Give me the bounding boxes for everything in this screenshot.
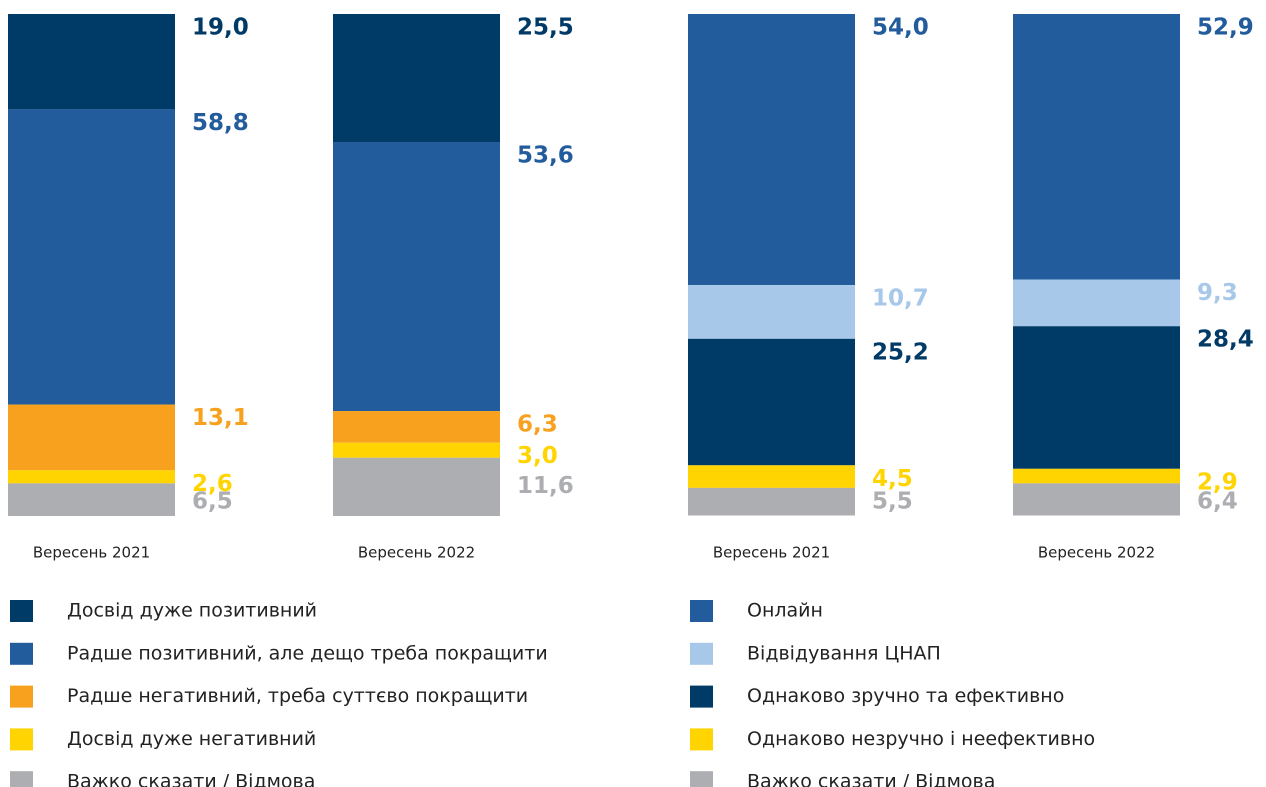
bar-segment bbox=[688, 465, 855, 488]
value-label: 53,6 bbox=[517, 143, 574, 169]
legend-label: Однаково зручно та ефективно bbox=[747, 685, 1064, 707]
value-label: 52,9 bbox=[1197, 15, 1254, 41]
x-tick-label: Вересень 2021 bbox=[33, 544, 150, 562]
legend-label: Досвід дуже негативний bbox=[67, 728, 316, 750]
value-label: 6,5 bbox=[192, 489, 233, 515]
value-label: 9,3 bbox=[1197, 280, 1238, 306]
bar-segment bbox=[8, 483, 175, 516]
value-label: 25,5 bbox=[517, 15, 574, 41]
bar-segment bbox=[8, 404, 175, 471]
bar-segment bbox=[688, 285, 855, 339]
bar-segment bbox=[688, 14, 855, 286]
value-label: 3,0 bbox=[517, 443, 558, 469]
legend-swatch bbox=[690, 728, 713, 751]
legend-label: Відвідування ЦНАП bbox=[747, 642, 941, 664]
legend-label: Важко сказати / Відмова bbox=[67, 771, 315, 787]
legend-label: Досвід дуже позитивний bbox=[67, 600, 317, 622]
bar-segment bbox=[8, 470, 175, 484]
value-label: 2,9 bbox=[1197, 469, 1238, 495]
legend-swatch bbox=[10, 600, 33, 622]
value-label: 6,4 bbox=[1197, 489, 1238, 515]
bar-segment bbox=[333, 442, 500, 458]
value-label: 54,0 bbox=[872, 15, 929, 41]
legend-swatch bbox=[10, 728, 33, 751]
bar-segment bbox=[333, 411, 500, 443]
value-label: 4,5 bbox=[872, 466, 913, 492]
x-tick-label: Вересень 2021 bbox=[713, 544, 830, 562]
bar-segment bbox=[1013, 483, 1180, 516]
value-label: 58,8 bbox=[192, 110, 249, 136]
bar-segment bbox=[333, 142, 500, 412]
bar-segment bbox=[8, 109, 175, 405]
bar-segment bbox=[333, 457, 500, 516]
legend-label: Радше позитивний, але дещо треба покращи… bbox=[67, 642, 548, 664]
bar-segment bbox=[1013, 279, 1180, 327]
x-tick-label: Вересень 2022 bbox=[1038, 544, 1155, 562]
bar-segment bbox=[1013, 326, 1180, 469]
legend-swatch bbox=[10, 685, 33, 708]
legend-swatch bbox=[10, 771, 33, 787]
bar-segment bbox=[688, 487, 855, 516]
legend-swatch bbox=[690, 642, 713, 665]
value-label: 25,2 bbox=[872, 339, 929, 365]
legend-label: Радше негативний, треба суттєво покращит… bbox=[67, 685, 528, 707]
value-label: 19,0 bbox=[192, 15, 249, 41]
legend-label: Онлайн bbox=[747, 600, 823, 622]
legend-label: Однаково незручно і неефективно bbox=[747, 728, 1095, 750]
legend-swatch bbox=[690, 771, 713, 787]
legend-swatch bbox=[690, 685, 713, 708]
bar-segment bbox=[333, 14, 500, 143]
value-label: 5,5 bbox=[872, 489, 913, 515]
bar-segment bbox=[1013, 14, 1180, 280]
legend-swatch bbox=[10, 642, 33, 665]
bar-segment bbox=[8, 14, 175, 110]
legend-label: Важко сказати / Відмова bbox=[747, 771, 995, 787]
x-tick-label: Вересень 2022 bbox=[358, 544, 475, 562]
value-label: 6,3 bbox=[517, 412, 558, 438]
value-label: 2,6 bbox=[192, 471, 233, 497]
value-label: 11,6 bbox=[517, 473, 574, 499]
bar-segment bbox=[1013, 468, 1180, 484]
value-label: 28,4 bbox=[1197, 327, 1254, 353]
legend-swatch bbox=[690, 600, 713, 622]
value-label: 13,1 bbox=[192, 405, 249, 431]
bar-segment bbox=[688, 338, 855, 466]
value-label: 10,7 bbox=[872, 286, 929, 312]
